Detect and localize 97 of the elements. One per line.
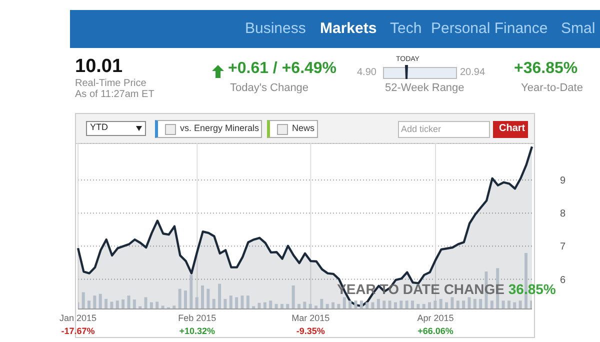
bar: [456, 300, 460, 309]
bar: [308, 304, 312, 309]
x-tick-label: Feb 2015: [178, 313, 216, 323]
bar: [314, 306, 318, 309]
text: Year-to-Date: [521, 82, 583, 94]
bar: [450, 297, 454, 309]
y-tick-label: 6: [560, 274, 566, 286]
text: 10.01: [75, 56, 123, 78]
text: Personal Finance: [431, 20, 548, 37]
bar: [104, 298, 108, 309]
bar: [88, 300, 91, 309]
bar: [303, 302, 306, 309]
bar: [388, 300, 392, 309]
bar: [405, 300, 408, 309]
bar: [229, 296, 232, 309]
text: Smal: [561, 20, 596, 37]
bar: [195, 297, 198, 309]
text: Add ticker: [401, 124, 442, 134]
bar: [110, 302, 114, 309]
bar: [473, 298, 476, 309]
bar: [224, 298, 227, 309]
bar: [468, 297, 471, 309]
x-tick-label: Jan 2015: [59, 313, 97, 323]
x-tick-label: Mar 2015: [292, 313, 330, 323]
text: Real-Time Price: [75, 78, 146, 89]
bar: [422, 304, 426, 309]
bar: [127, 296, 130, 309]
bar: [320, 298, 324, 309]
bar: [93, 296, 96, 309]
bar: [337, 304, 340, 309]
text: News: [292, 123, 315, 133]
bar: [416, 304, 420, 309]
text: Tech: [390, 20, 422, 37]
bar: [382, 300, 386, 309]
bar: [280, 304, 284, 309]
bar: [292, 285, 295, 309]
bar: [178, 288, 182, 309]
bar: [172, 306, 176, 309]
bar: [376, 298, 380, 309]
bar: [410, 300, 414, 309]
y-tick-label: 9: [560, 176, 566, 187]
y-tick-label: 7: [560, 242, 566, 253]
bar: [156, 302, 159, 309]
annotation: 36.85%: [508, 281, 556, 297]
bar: [269, 300, 272, 309]
bar: [212, 298, 216, 309]
y-tick-label: 8: [560, 208, 566, 220]
bar: [274, 304, 278, 309]
bar: [161, 306, 164, 309]
bar: [530, 300, 532, 309]
bar: [502, 300, 505, 309]
text: 52-Week Range: [385, 82, 464, 94]
bar: [400, 300, 403, 309]
bar: [116, 300, 119, 309]
text: -17.67%: [61, 326, 95, 336]
bar: [360, 300, 363, 309]
bar: [218, 284, 222, 309]
bar: [490, 300, 494, 309]
bar: [206, 288, 210, 309]
bar: [246, 296, 250, 309]
bar: [240, 296, 244, 309]
bar: [354, 300, 358, 309]
x-tick-label: Apr 2015: [417, 313, 454, 323]
text: Business: [245, 20, 306, 37]
text: Markets: [320, 20, 377, 37]
bar: [98, 294, 102, 309]
text: YTD: [90, 122, 108, 132]
bar: [507, 300, 510, 309]
bar: [326, 304, 329, 309]
bar: [434, 300, 437, 309]
bar: [462, 300, 466, 309]
bar: [201, 285, 204, 309]
text: 20.94: [460, 67, 486, 78]
text: Today's Change: [230, 82, 309, 94]
text: +10.32%: [179, 326, 216, 336]
text: vs. Energy Minerals: [180, 123, 260, 133]
text: Chart: [499, 123, 526, 134]
bar: [190, 274, 193, 309]
bar: [297, 304, 300, 309]
bar: [144, 297, 148, 309]
text: As of 11:27am ET: [75, 89, 154, 100]
bar: [518, 300, 522, 309]
bar: [132, 299, 136, 309]
bar: [122, 299, 125, 309]
text: +66.06%: [418, 326, 454, 336]
bar: [235, 297, 238, 309]
bar: [342, 297, 346, 309]
text: +0.61 / +6.49%: [228, 60, 337, 78]
bar: [82, 292, 85, 309]
text: -9.35%: [296, 326, 325, 336]
bar: [286, 304, 290, 309]
bar: [348, 300, 352, 309]
text: +36.85%: [514, 60, 578, 78]
bar: [479, 298, 482, 309]
bar: [439, 298, 442, 309]
bar: [184, 290, 187, 309]
text: 4.90: [357, 67, 376, 78]
